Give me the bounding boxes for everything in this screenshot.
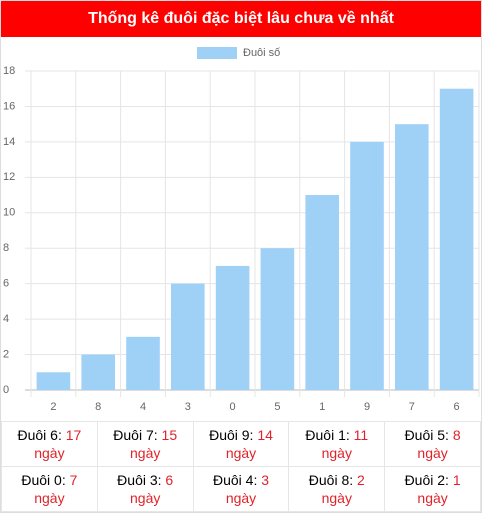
y-tick-label: 18	[3, 65, 15, 77]
cell-label: Đuôi 4:	[212, 472, 258, 488]
table-cell: Đuôi 5: 8 ngày	[384, 421, 481, 467]
cell-label: Đuôi 9:	[209, 427, 254, 443]
cell-value: 6	[165, 472, 174, 488]
bar	[439, 88, 474, 390]
y-tick-label: 12	[3, 171, 15, 183]
x-tick-label: 0	[230, 401, 236, 413]
y-tick-label: 6	[3, 278, 9, 290]
cell-value: 8	[452, 427, 461, 443]
y-tick-label: 10	[3, 207, 15, 219]
table-cell: Đuôi 6: 17 ngày	[1, 421, 98, 467]
table-cell: Đuôi 2: 1 ngày	[384, 466, 481, 512]
bar	[305, 195, 339, 390]
table-cell: Đuôi 7: 15 ngày	[96, 421, 194, 467]
legend-swatch	[197, 47, 237, 59]
cell-value: 15	[161, 427, 178, 443]
x-tick-label: 9	[364, 401, 370, 413]
y-tick-label: 0	[3, 384, 9, 396]
bar	[260, 248, 295, 390]
cell-value: 17	[65, 427, 82, 443]
cell-value: 2	[357, 472, 365, 488]
cell-label: Đuôi 6:	[17, 427, 62, 443]
table-cell: Đuôi 3: 6 ngày	[96, 466, 194, 512]
cell-unit: ngày	[34, 445, 65, 461]
summary-table: Đuôi 6: 17 ngày Đuôi 7: 15 ngày Đuôi 9: 14 ng…	[1, 421, 481, 512]
chart-title: Thống kê đuôi đặc biệt lâu chưa về nhất	[1, 1, 481, 37]
cell-unit: ngày	[417, 490, 448, 506]
x-tick-label: 4	[140, 401, 146, 413]
x-tick-label: 8	[95, 401, 101, 413]
cell-label: Đuôi 0:	[21, 472, 66, 488]
y-tick-label: 14	[3, 136, 15, 148]
table-cell: Đuôi 1: 11 ngày	[288, 421, 386, 467]
cell-label: Đuôi 7:	[113, 427, 158, 443]
cell-label: Đuôi 2:	[404, 472, 449, 488]
bar	[126, 336, 160, 390]
y-tick-label: 4	[3, 313, 9, 325]
bar	[36, 372, 71, 390]
bar	[350, 141, 384, 390]
x-tick-label: 6	[454, 401, 460, 413]
cell-label: Đuôi 8:	[308, 472, 354, 488]
cell-value: 7	[69, 472, 78, 488]
table-cell: Đuôi 8: 2 ngày	[288, 466, 386, 512]
table-cell: Đuôi 9: 14 ngày	[192, 421, 290, 467]
table-cell: Đuôi 4: 3 ngày	[192, 466, 290, 512]
cell-unit: ngày	[34, 490, 65, 506]
x-tick-label: 1	[319, 401, 325, 413]
bar	[215, 265, 250, 390]
cell-unit: ngày	[321, 490, 352, 506]
x-tick-label: 5	[274, 401, 280, 413]
table-cell: Đuôi 0: 7 ngày	[1, 466, 98, 512]
chart: Đuôi số 0 2 4 6 8 10 12 14 16 18 2 8 4 3 0 5 1 9 7 6	[3, 47, 480, 413]
cell-unit: ngày	[130, 490, 161, 506]
cell-unit: ngày	[417, 445, 448, 461]
bar	[171, 283, 205, 390]
cell-value: 1	[452, 472, 461, 488]
x-tick-label: 2	[50, 401, 56, 413]
cell-value: 3	[261, 472, 270, 488]
bar	[81, 354, 115, 390]
x-tick-label: 7	[409, 401, 415, 413]
legend-label: Đuôi số	[243, 47, 280, 59]
cell-label: Đuôi 3:	[117, 472, 162, 488]
cell-unit: ngày	[225, 490, 257, 506]
y-tick-label: 8	[3, 242, 9, 254]
table-row: Đuôi 6: 17 ngày Đuôi 7: 15 ngày Đuôi 9: 14 ng…	[1, 421, 481, 467]
cell-value: 11	[353, 427, 369, 443]
cell-value: 14	[257, 427, 273, 443]
cell-unit: ngày	[225, 445, 257, 461]
x-tick-label: 3	[185, 401, 191, 413]
cell-label: Đuôi 1:	[305, 427, 350, 443]
bar	[395, 124, 429, 391]
y-tick-label: 16	[3, 100, 15, 112]
y-tick-label: 2	[3, 348, 9, 360]
table-row: Đuôi 0: 7 ngày Đuôi 3: 6 ngày Đuôi 4: 3 ngày Đ…	[1, 466, 481, 512]
cell-label: Đuôi 5:	[404, 427, 449, 443]
cell-unit: ngày	[321, 445, 352, 461]
cell-unit: ngày	[130, 445, 161, 461]
